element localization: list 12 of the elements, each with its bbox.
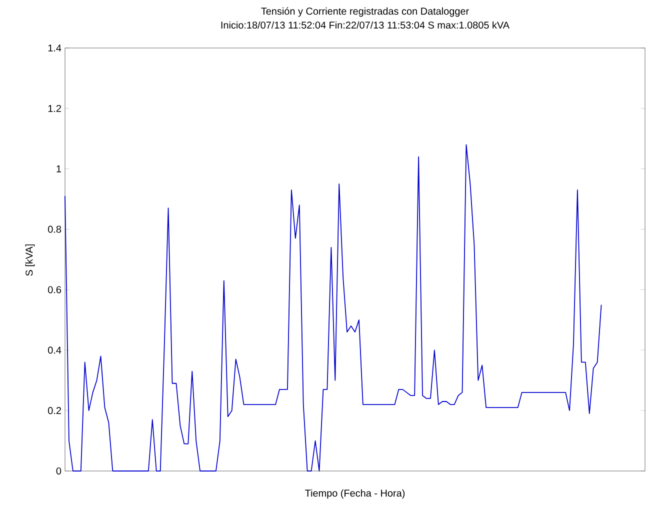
y-tick-label: 0.4 xyxy=(48,346,62,354)
x-axis-title: Tiempo (Fecha - Hora) xyxy=(305,489,405,499)
y-tick-label: 0.8 xyxy=(48,226,62,233)
y-tick-label: 1.4 xyxy=(48,44,62,52)
y-axis-title: S [kVA] xyxy=(25,244,35,276)
y-tick-label: 0.6 xyxy=(48,286,62,294)
y-tick-label: 1.2 xyxy=(48,104,61,112)
y-tick-label: 0 xyxy=(56,467,62,475)
chart-title: Tensión y Corriente registradas con Datalogger xyxy=(261,7,469,17)
y-tick-label: 0.2 xyxy=(48,407,61,414)
y-tick-label: 1 xyxy=(56,165,61,172)
chart-subtitle: Inicio:18/07/13 11:52:04 Fin:22/07/13 11:53:04 S max:1.0805 kVA xyxy=(221,21,510,29)
